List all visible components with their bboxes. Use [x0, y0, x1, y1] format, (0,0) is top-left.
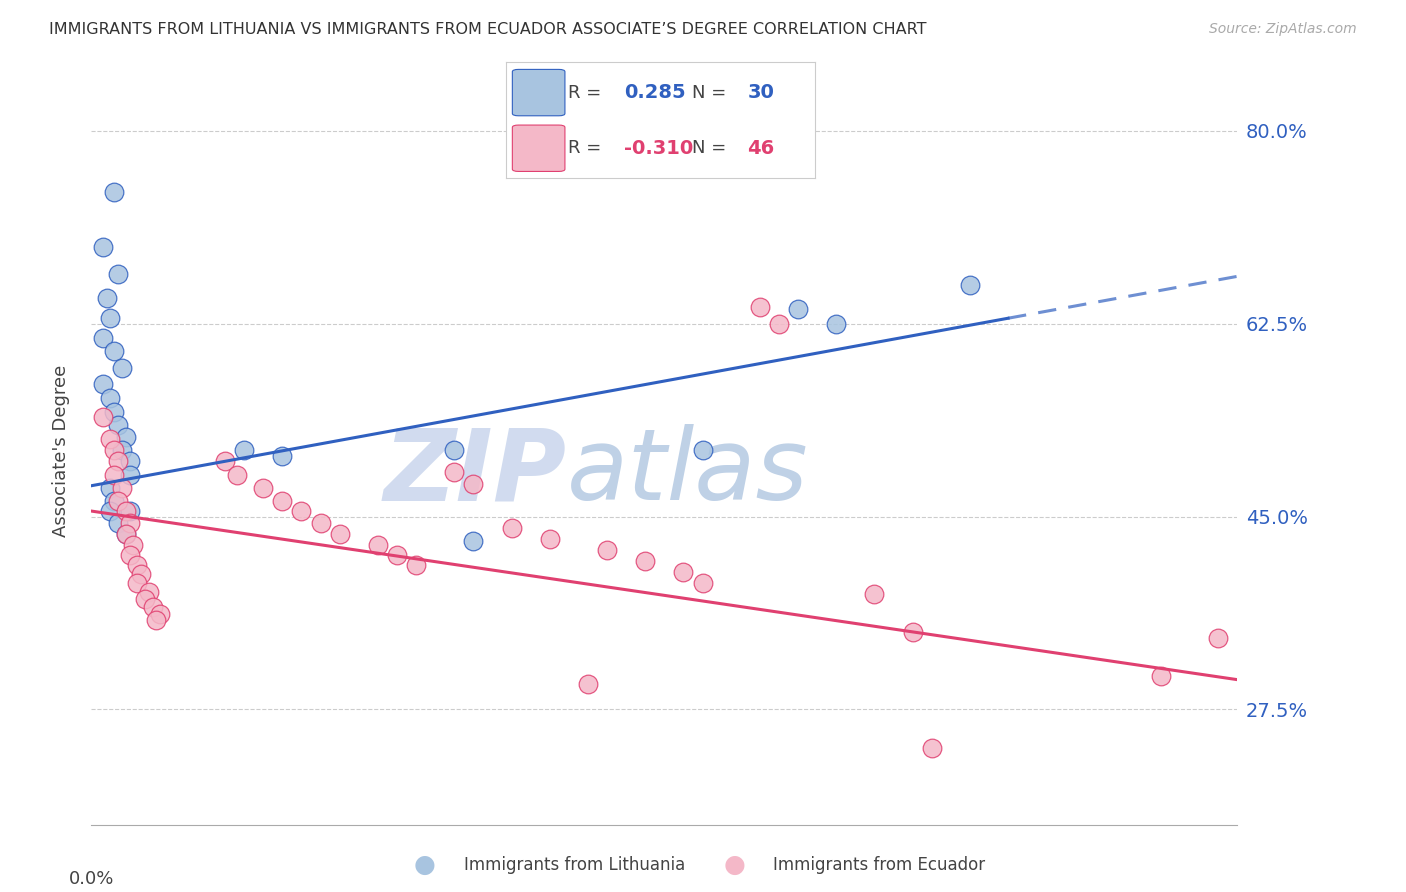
Point — [1206, 631, 1229, 645]
Point — [385, 548, 408, 562]
Point — [118, 504, 141, 518]
Point — [1150, 669, 1173, 683]
Point — [576, 677, 599, 691]
Point — [405, 558, 427, 572]
Point — [145, 613, 167, 627]
Point — [825, 317, 848, 331]
Point — [463, 476, 485, 491]
Point — [118, 467, 141, 482]
Point — [96, 292, 118, 306]
Point — [290, 504, 312, 518]
Point — [768, 317, 790, 331]
Point — [329, 527, 352, 541]
Point — [538, 532, 561, 546]
Point — [91, 239, 114, 253]
Text: Immigrants from Lithuania: Immigrants from Lithuania — [464, 856, 685, 874]
Point — [309, 516, 332, 531]
Point — [103, 443, 125, 458]
Text: ●: ● — [413, 854, 436, 877]
Point — [114, 430, 136, 444]
Point — [107, 494, 129, 508]
Point — [367, 538, 389, 552]
Point — [463, 533, 485, 548]
Point — [103, 467, 125, 482]
Point — [596, 542, 619, 557]
Point — [100, 391, 122, 405]
Text: N =: N = — [692, 139, 725, 157]
Point — [634, 554, 657, 568]
Point — [692, 575, 714, 590]
Text: -0.310: -0.310 — [624, 139, 693, 158]
Text: 46: 46 — [748, 139, 775, 158]
Point — [748, 300, 770, 314]
Point — [138, 584, 160, 599]
Point — [107, 516, 129, 531]
Point — [141, 599, 163, 614]
Point — [672, 565, 695, 579]
Point — [787, 302, 810, 317]
Point — [118, 548, 141, 562]
Point — [100, 433, 122, 447]
Point — [118, 516, 141, 531]
Point — [100, 311, 122, 326]
Point — [114, 527, 136, 541]
Text: 30: 30 — [748, 83, 775, 102]
Point — [149, 607, 172, 621]
Point — [103, 185, 125, 199]
Text: R =: R = — [568, 84, 602, 102]
Point — [91, 377, 114, 392]
Point — [443, 466, 465, 480]
Text: atlas: atlas — [567, 425, 808, 522]
Text: R =: R = — [568, 139, 602, 157]
Point — [271, 494, 294, 508]
Point — [134, 592, 156, 607]
Point — [118, 454, 141, 468]
Point — [103, 344, 125, 359]
Point — [111, 481, 134, 495]
Point — [91, 331, 114, 345]
Text: 0.0%: 0.0% — [69, 870, 114, 888]
Point — [127, 575, 149, 590]
Point — [127, 558, 149, 572]
Y-axis label: Associate's Degree: Associate's Degree — [52, 364, 70, 537]
Point — [959, 278, 981, 293]
Point — [100, 504, 122, 518]
Point — [111, 360, 134, 375]
FancyBboxPatch shape — [512, 125, 565, 171]
Text: 0.285: 0.285 — [624, 83, 685, 102]
Point — [225, 467, 247, 482]
Point — [91, 410, 114, 425]
Point — [107, 267, 129, 281]
Text: N =: N = — [692, 84, 725, 102]
Text: ●: ● — [723, 854, 745, 877]
Point — [122, 538, 145, 552]
Point — [863, 587, 886, 601]
Text: IMMIGRANTS FROM LITHUANIA VS IMMIGRANTS FROM ECUADOR ASSOCIATE’S DEGREE CORRELAT: IMMIGRANTS FROM LITHUANIA VS IMMIGRANTS … — [49, 22, 927, 37]
Point — [233, 443, 256, 458]
Point — [111, 443, 134, 458]
Text: Immigrants from Ecuador: Immigrants from Ecuador — [773, 856, 986, 874]
Point — [501, 520, 523, 534]
Point — [103, 405, 125, 419]
Point — [114, 527, 136, 541]
Point — [129, 566, 152, 581]
Point — [901, 625, 924, 640]
Point — [107, 418, 129, 433]
Point — [100, 481, 122, 495]
Point — [252, 481, 274, 495]
Point — [921, 741, 943, 756]
Point — [107, 454, 129, 468]
Text: Source: ZipAtlas.com: Source: ZipAtlas.com — [1209, 22, 1357, 37]
FancyBboxPatch shape — [512, 70, 565, 116]
Point — [214, 454, 236, 468]
Point — [103, 494, 125, 508]
Point — [271, 449, 294, 463]
Point — [443, 443, 465, 458]
Point — [692, 443, 714, 458]
Text: ZIP: ZIP — [384, 425, 567, 522]
Point — [114, 504, 136, 518]
